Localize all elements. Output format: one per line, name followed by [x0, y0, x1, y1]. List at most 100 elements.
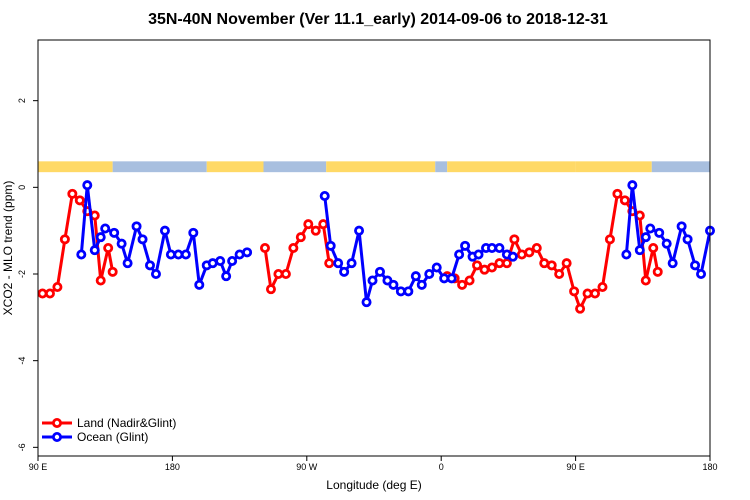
series-1-point [374, 266, 385, 277]
x-tick-label: 90 E [29, 462, 48, 472]
series-1-point [507, 251, 518, 262]
x-tick-label: 90 E [566, 462, 585, 472]
series-1-segment [630, 184, 642, 251]
series-0-point [509, 234, 520, 245]
series-1-segment [191, 232, 201, 286]
series-1-point [661, 238, 672, 249]
series-0-point [501, 258, 512, 269]
series-0-point [524, 247, 535, 258]
series-1-point [367, 275, 378, 286]
series-1-point [346, 258, 357, 269]
series-1-point [431, 262, 442, 273]
series-1-point [339, 266, 350, 277]
series-1-segment [671, 225, 684, 264]
series-1-point [194, 279, 205, 290]
series-1-point [89, 245, 100, 256]
series-0-segment [644, 247, 655, 281]
legend-marker [52, 431, 63, 442]
series-0-point [652, 266, 663, 277]
mask-land [38, 161, 113, 173]
series-0-point [569, 286, 580, 297]
chart-title: 35N-40N November (Ver 11.1_early) 2014-0… [148, 11, 608, 28]
series-1-point [215, 255, 226, 266]
x-tick-label: 180 [165, 462, 180, 472]
mask-land [326, 161, 436, 173]
series-0-segment [608, 193, 619, 240]
series-0-point [554, 268, 565, 279]
series-1-point [645, 223, 656, 234]
mask-ocean [112, 161, 207, 173]
series-0-segment [263, 247, 273, 290]
series-0-point [597, 281, 608, 292]
series-0-point [265, 284, 276, 295]
x-tick-label: 180 [702, 462, 717, 472]
series-1-point [333, 258, 344, 269]
series-1-point [319, 190, 330, 201]
series-layer [37, 180, 716, 314]
series-0-segment [99, 247, 110, 281]
series-0-point [640, 275, 651, 286]
series-1-point [109, 227, 120, 238]
y-tick-label: -2 [17, 270, 27, 278]
mask-land [206, 161, 264, 173]
series-0-point [531, 242, 542, 253]
series-1-point [696, 268, 707, 279]
series-1-point [76, 249, 87, 260]
series-0-point [561, 258, 572, 269]
series-1-point [460, 240, 471, 251]
series-1-point [82, 180, 93, 191]
series-0-point [546, 260, 557, 271]
series-1-point [188, 227, 199, 238]
series-0-point [44, 288, 55, 299]
series-0-point [472, 260, 483, 271]
series-1-point [95, 232, 106, 243]
mask-ocean [435, 161, 448, 173]
mask-ocean [263, 161, 327, 173]
series-1-point [676, 221, 687, 232]
series-0-point [590, 288, 601, 299]
series-0-point [280, 268, 291, 279]
series-0-point [310, 225, 321, 236]
series-1-point [180, 249, 191, 260]
series-1-point [494, 242, 505, 253]
legend: Land (Nadir&Glint)Ocean (Glint) [42, 416, 176, 444]
y-tick-label: 0 [17, 185, 27, 190]
series-1-point [159, 225, 170, 236]
series-1-segment [699, 230, 712, 275]
series-0-segment [600, 239, 612, 288]
series-1-point [137, 234, 148, 245]
series-1-point [446, 273, 457, 284]
series-1-point [388, 279, 399, 290]
y-axis-label: XCO2 - MLO trend (ppm) [1, 181, 15, 316]
series-1-point [150, 268, 161, 279]
series-1-segment [79, 185, 89, 255]
series-1-point [144, 260, 155, 271]
series-1-point [221, 271, 232, 282]
series-1-point [100, 223, 111, 234]
series-0-point [295, 232, 306, 243]
series-1-segment [357, 230, 369, 303]
series-1-point [242, 247, 253, 258]
series-1-point [131, 221, 142, 232]
series-1-point [627, 180, 638, 191]
y-tick-label: -4 [17, 357, 27, 365]
series-1-point [690, 260, 701, 271]
series-0-point [457, 279, 468, 290]
series-1-point [654, 227, 665, 238]
series-1-point [424, 268, 435, 279]
legend-label: Ocean (Glint) [77, 430, 148, 444]
series-0-point [486, 262, 497, 273]
series-0-point [318, 219, 329, 230]
series-0-point [648, 242, 659, 253]
land-ocean-mask [38, 161, 710, 173]
series-0-point [67, 188, 78, 199]
series-0-point [103, 242, 114, 253]
series-1-point [354, 225, 365, 236]
series-0-segment [55, 239, 67, 288]
series-0-point [604, 234, 615, 245]
series-1-segment [624, 185, 634, 255]
x-axis-label: Longitude (deg E) [326, 478, 421, 492]
series-1-point [403, 286, 414, 297]
series-1-point [227, 255, 238, 266]
